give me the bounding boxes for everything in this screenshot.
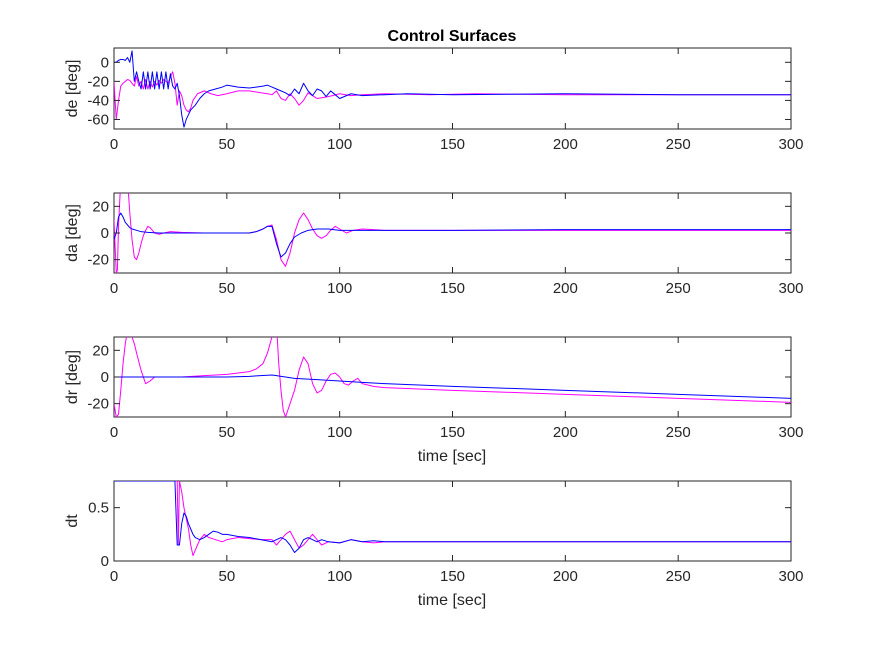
y-tick-label: 20: [92, 342, 109, 359]
x-tick-label: 100: [327, 568, 352, 585]
x-tick-label: 150: [440, 136, 465, 153]
y-tick-label: 0: [101, 553, 109, 570]
y-tick-label: 0: [101, 54, 109, 71]
series-line-blue: [114, 374, 791, 399]
y-tick-label: -20: [87, 396, 109, 413]
y-tick-label: 20: [92, 198, 109, 215]
series-line-magenta: [114, 337, 791, 417]
x-tick-label: 150: [440, 568, 465, 585]
series-line-blue: [114, 212, 791, 258]
x-tick-label: 200: [553, 424, 578, 441]
tick-layer: 0 50 100 150 200 250 300 -60 -40 -20 0: [87, 48, 804, 153]
x-tick-label: 0: [110, 424, 118, 441]
y-tick-label: 0: [101, 225, 109, 242]
series-line-magenta: [114, 71, 791, 120]
series-layer: [114, 193, 791, 273]
x-tick-label: 50: [218, 424, 235, 441]
x-tick-label: 200: [553, 568, 578, 585]
x-tick-label: 50: [218, 136, 235, 153]
series-layer: [114, 50, 791, 128]
y-axis-label: dt: [64, 514, 81, 528]
x-tick-label: 0: [110, 280, 118, 297]
y-tick-label: -60: [87, 111, 109, 128]
panel-dt: 0 50 100 150 200 250 300 0 0.5 dt time [sec]: [64, 480, 804, 609]
x-tick-label: 100: [327, 280, 352, 297]
y-tick-label: -20: [87, 252, 109, 269]
y-axis-label: de [deg]: [64, 60, 81, 118]
y-axis-label: da [deg]: [64, 204, 81, 262]
x-tick-label: 200: [553, 136, 578, 153]
panel-de: 0 50 100 150 200 250 300 -60 -40 -20 0 de [deg]: [64, 47, 804, 153]
x-tick-label: 250: [666, 424, 691, 441]
y-tick-label: -40: [87, 92, 109, 109]
x-tick-label: 250: [666, 136, 691, 153]
tick-layer: 0 50 100 150 200 250 300 0 0.5: [88, 481, 804, 585]
x-tick-label: 150: [440, 424, 465, 441]
x-axis-label: time [sec]: [418, 592, 486, 609]
x-tick-label: 250: [666, 280, 691, 297]
series-layer: [114, 337, 791, 417]
x-tick-label: 300: [778, 568, 803, 585]
x-tick-label: 150: [440, 280, 465, 297]
chart-title: Control Surfaces: [388, 28, 517, 45]
x-tick-label: 300: [778, 280, 803, 297]
x-tick-label: 50: [218, 280, 235, 297]
x-tick-label: 300: [778, 136, 803, 153]
series-layer: [114, 481, 791, 557]
x-tick-label: 0: [110, 568, 118, 585]
x-tick-label: 200: [553, 280, 578, 297]
x-tick-label: 100: [327, 424, 352, 441]
y-tick-label: 0.5: [88, 500, 109, 517]
x-tick-label: 50: [218, 568, 235, 585]
x-tick-label: 300: [778, 424, 803, 441]
x-tick-label: 0: [110, 136, 118, 153]
x-tick-label: 100: [327, 136, 352, 153]
series-line-blue: [114, 481, 791, 553]
x-axis-label: time [sec]: [418, 448, 486, 465]
x-tick-label: 250: [666, 568, 691, 585]
series-line-blue: [114, 50, 791, 128]
y-tick-label: -20: [87, 73, 109, 90]
y-tick-label: 0: [101, 369, 109, 386]
y-axis-label: dr [deg]: [64, 350, 81, 404]
